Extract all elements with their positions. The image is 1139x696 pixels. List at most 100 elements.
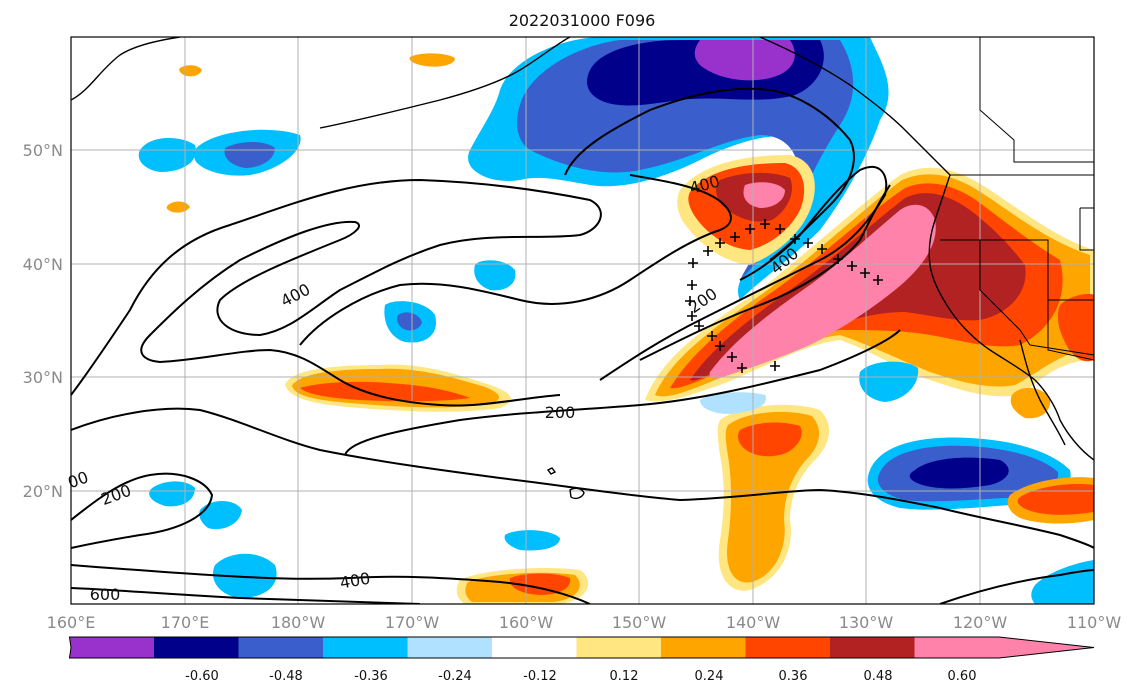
colorbar-label: -0.48 xyxy=(269,669,303,684)
negative-anomaly-subtropics-core xyxy=(909,457,1009,489)
lat-tick-label: 30°N xyxy=(23,368,63,387)
contour-600 xyxy=(564,87,855,261)
colorbar-swatch xyxy=(238,637,324,658)
positive-anomaly-small-3 xyxy=(166,201,190,213)
significance-markers xyxy=(685,219,883,373)
colorbar-label: -0.12 xyxy=(523,669,557,684)
positive-anomaly-south-red xyxy=(509,573,571,595)
height-contours xyxy=(71,87,1094,604)
colorbar-swatch xyxy=(830,637,915,658)
lon-tick-label: 140°W xyxy=(726,613,781,632)
positive-anomaly-plume-orange xyxy=(725,411,820,583)
marker-plus xyxy=(715,238,725,248)
marker-plus xyxy=(833,254,843,264)
negative-anomaly-blob-3-core xyxy=(397,312,422,331)
marker-plus xyxy=(694,321,704,331)
marker-plus xyxy=(745,224,755,234)
marker-plus xyxy=(737,363,747,373)
negative-anomaly-blob-7 xyxy=(199,501,242,530)
colorbar-label: -0.36 xyxy=(354,669,388,684)
contour-400-trough xyxy=(299,174,732,346)
colorbar-swatch xyxy=(154,637,239,658)
colorbar-label: -0.24 xyxy=(438,669,472,684)
lon-tick-label: 180°W xyxy=(271,613,326,632)
coastline-hawaii-2 xyxy=(546,467,557,475)
border-state-3 xyxy=(1047,300,1094,361)
marker-plus xyxy=(803,238,813,248)
border-canada-alaska xyxy=(979,37,1094,163)
marker-plus xyxy=(730,232,740,242)
contour-600-south xyxy=(71,587,421,604)
positive-anomaly-plume-red xyxy=(738,422,802,457)
map-frame xyxy=(70,36,1095,605)
marker-plus xyxy=(790,234,800,244)
coastlines xyxy=(71,37,1094,500)
negative-anomaly-blob-5 xyxy=(859,361,919,402)
colorbar-swatch xyxy=(576,637,662,658)
coastline-pacific-northwest xyxy=(928,174,1094,461)
colorbar-swatch xyxy=(745,637,831,658)
lon-tick-label: 150°W xyxy=(612,613,667,632)
longitude-tick-labels: 160°E 170°E 180°W 170°W 160°W 150°W 140°… xyxy=(47,613,1122,632)
negative-anomaly-blob-1 xyxy=(138,138,196,172)
colorbar-extend-max xyxy=(914,637,1094,658)
marker-plus xyxy=(817,244,827,254)
colorbar-outline xyxy=(68,636,1095,659)
marker-plus xyxy=(775,224,785,234)
contour-label: 600 xyxy=(90,585,121,604)
lat-tick-label: 50°N xyxy=(23,141,63,160)
negative-anomaly-alaska-max xyxy=(694,40,795,81)
coastline-baja xyxy=(1019,339,1066,446)
colorbar-label: -0.60 xyxy=(185,669,219,684)
colorbar-swatches xyxy=(68,636,1095,659)
negative-anomaly-blob-6 xyxy=(149,481,195,507)
marker-plus xyxy=(707,331,717,341)
colorbar-tick-labels: -0.60 -0.48 -0.36 -0.24 -0.12 0.12 0.24 … xyxy=(185,669,976,684)
marker-plus xyxy=(770,361,780,371)
marker-plus xyxy=(727,352,737,362)
lon-tick-label: 160°W xyxy=(499,613,554,632)
colorbar-label: 0.48 xyxy=(864,669,893,684)
marker-plus xyxy=(703,246,713,256)
contour-label: 200 xyxy=(545,403,576,422)
marker-plus xyxy=(685,296,695,306)
negative-anomaly-blob-2-core xyxy=(224,142,275,168)
figure-title: 2022031000 F096 xyxy=(509,11,656,30)
contour-200-center xyxy=(344,329,901,456)
marker-plus xyxy=(687,280,697,290)
colorbar-swatch xyxy=(492,637,577,658)
map-panel: 400 400 400 200 200 200 400 600 00 xyxy=(65,36,1095,605)
marker-plus xyxy=(760,219,770,229)
negative-anomaly-blob-11 xyxy=(700,392,766,414)
marker-plus xyxy=(873,275,883,285)
border-state-2 xyxy=(940,239,1031,346)
colorbar-extend-min xyxy=(69,637,154,658)
lon-tick-label: 130°W xyxy=(839,613,894,632)
positive-anomaly-west-red xyxy=(300,381,470,402)
marker-plus xyxy=(860,268,870,278)
positive-anomaly-southeast-red xyxy=(1017,484,1094,515)
contour-400-east xyxy=(939,569,1094,604)
contour-200-sw xyxy=(71,472,214,549)
negative-anomaly-blob-9 xyxy=(504,530,560,551)
border-mexico xyxy=(1029,344,1094,356)
negative-anomaly-blob-8 xyxy=(212,553,277,598)
marker-plus xyxy=(688,258,698,268)
contour-200-ridge xyxy=(639,184,891,361)
coastline-alaska xyxy=(71,37,181,101)
colorbar-swatch xyxy=(407,637,493,658)
contour-400-west xyxy=(71,178,602,407)
lat-tick-label: 20°N xyxy=(23,482,63,501)
marker-plus xyxy=(715,341,725,351)
lon-tick-label: 170°E xyxy=(161,613,210,632)
positive-anomaly-small-1 xyxy=(409,53,455,67)
contour-400-south xyxy=(71,564,591,604)
lon-tick-label: 170°W xyxy=(385,613,440,632)
positive-anomaly-small-5 xyxy=(1057,293,1094,362)
colorbar-swatch xyxy=(323,637,408,658)
lon-tick-label: 160°E xyxy=(47,613,96,632)
colorbar-label: 0.36 xyxy=(779,669,808,684)
lon-tick-label: 120°W xyxy=(953,613,1008,632)
coastline-gulf-of-alaska xyxy=(759,37,951,176)
positive-anomaly-north-max xyxy=(743,182,785,208)
